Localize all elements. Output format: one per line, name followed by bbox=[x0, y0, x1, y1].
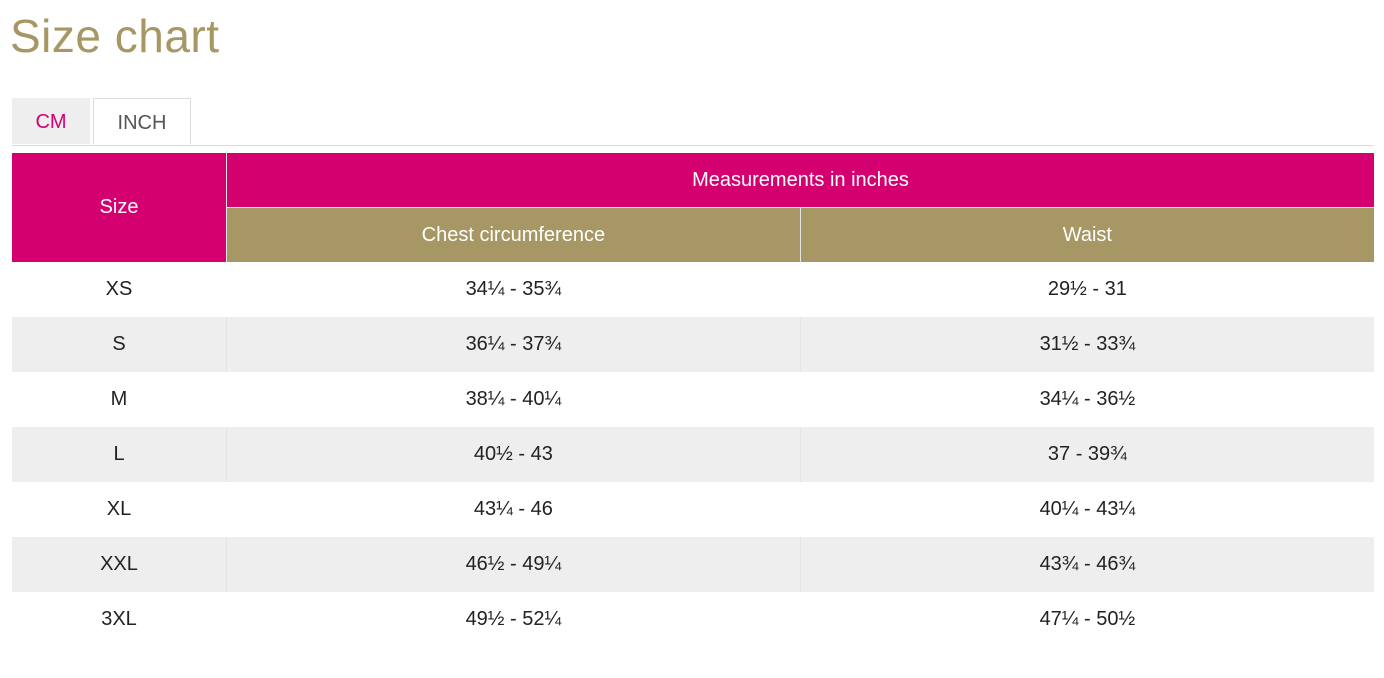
tab-cm[interactable]: CM bbox=[12, 98, 90, 144]
measurements-group-header: Measurements in inches bbox=[226, 153, 1374, 208]
waist-cell: 29½ - 31 bbox=[1047, 278, 1127, 300]
size-table: Size Measurements in inches Chest circum… bbox=[12, 153, 1374, 647]
waist-cell: 34¼ - 36½ bbox=[1039, 388, 1136, 410]
chest-cell: 40½ - 43 bbox=[226, 427, 801, 482]
table-row: 3XL 49½ - 52¼ 47¼ - 50½ bbox=[12, 592, 1374, 647]
chest-cell: 49½ - 52¼ bbox=[226, 592, 801, 647]
page-title: Size chart bbox=[10, 10, 220, 62]
waist-cell: 40¼ - 43¼ bbox=[1039, 498, 1136, 520]
waist-cell: 37 - 39¾ bbox=[1047, 443, 1127, 465]
size-cell: 3XL bbox=[12, 592, 227, 647]
chest-column-header: Chest circumference bbox=[226, 207, 801, 262]
chest-cell: 38¼ - 40¼ bbox=[226, 372, 801, 427]
waist-cell: 47¼ - 50½ bbox=[1039, 608, 1136, 630]
table-row: XXL 46½ - 49¼ 43¾ - 46¾ bbox=[12, 537, 1374, 592]
table-row: XL 43¼ - 46 40¼ - 43¼ bbox=[12, 482, 1374, 537]
chest-cell: 36¼ - 37¾ bbox=[226, 317, 801, 372]
waist-cell: 31½ - 33¾ bbox=[1039, 333, 1136, 355]
waist-column-header: Waist bbox=[800, 207, 1374, 262]
table-row: S 36¼ - 37¾ 31½ - 33¾ bbox=[12, 317, 1374, 372]
table-row: L 40½ - 43 37 - 39¾ bbox=[12, 427, 1374, 482]
chest-cell: 43¼ - 46 bbox=[226, 482, 801, 537]
size-cell: XL bbox=[12, 482, 227, 537]
unit-tabs: CM INCH bbox=[12, 98, 1374, 146]
size-column-header: Size bbox=[12, 153, 227, 262]
size-cell: S bbox=[12, 317, 227, 372]
size-cell: L bbox=[12, 427, 227, 482]
waist-cell: 43¾ - 46¾ bbox=[1039, 553, 1136, 575]
size-cell: XXL bbox=[12, 537, 227, 592]
size-cell: M bbox=[12, 372, 227, 427]
table-row: XS 34¼ - 35¾ 29½ - 31 bbox=[12, 262, 1374, 317]
tab-inch[interactable]: INCH bbox=[93, 98, 191, 145]
size-table-body: XS 34¼ - 35¾ 29½ - 31 S 36¼ - 37¾ 31½ - 33¾ M 3… bbox=[12, 262, 1374, 647]
size-cell: XS bbox=[12, 262, 227, 317]
chest-cell: 46½ - 49¼ bbox=[226, 537, 801, 592]
table-row: M 38¼ - 40¼ 34¼ - 36½ bbox=[12, 372, 1374, 427]
chest-cell: 34¼ - 35¾ bbox=[226, 262, 801, 317]
